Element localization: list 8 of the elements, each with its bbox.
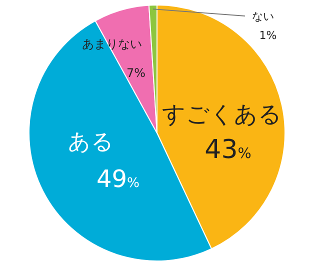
data-label: 43% [204, 135, 252, 165]
data-label: 7% [126, 66, 146, 80]
slice-label: あまりない [82, 37, 142, 51]
slice-label: すごくある [162, 102, 282, 128]
slice-label: ない [252, 10, 274, 23]
data-label: 1% [259, 29, 277, 42]
slice-label: ある [68, 130, 114, 155]
data-label: 49% [96, 165, 140, 193]
